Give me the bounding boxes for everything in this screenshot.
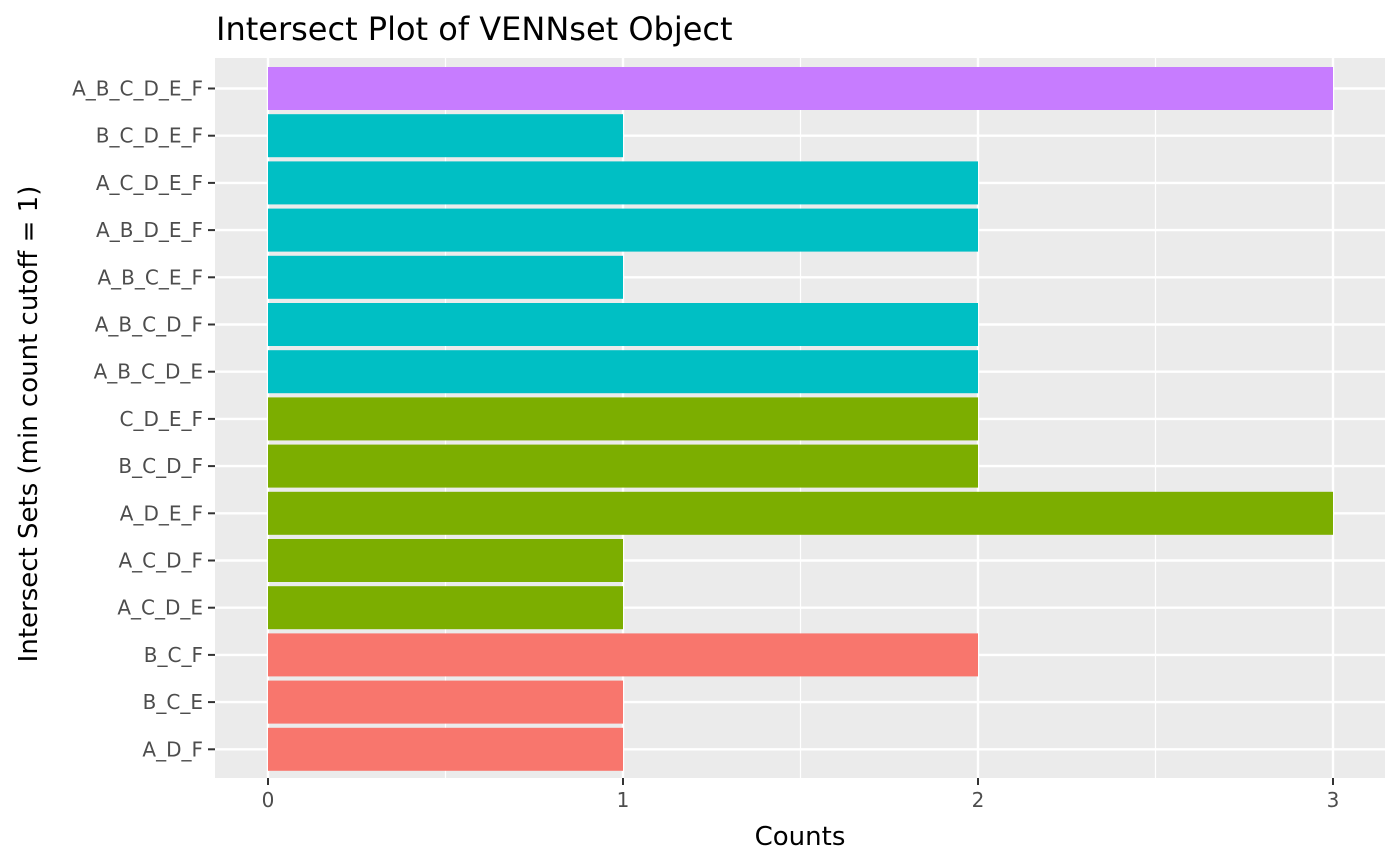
bar-A_B_C_E_F — [268, 255, 623, 299]
x-tick-label: 3 — [1327, 788, 1340, 812]
chart-title: Intersect Plot of VENNset Object — [216, 10, 733, 48]
bar-A_B_C_D_F — [268, 303, 978, 346]
bar-A_C_D_E_F — [268, 161, 978, 205]
y-tick-label: A_B_C_D_E — [94, 360, 203, 384]
y-axis-title: Intersect Sets (min count cutoff = 1) — [14, 186, 44, 663]
y-tick-label: C_D_E_F — [119, 407, 203, 431]
x-tick-label: 0 — [262, 788, 275, 812]
x-tick-label: 2 — [972, 788, 985, 812]
bar-A_B_C_D_E_F — [268, 67, 1333, 110]
y-tick-label: A_B_C_D_E_F — [72, 77, 203, 101]
bar-A_D_F — [268, 727, 623, 771]
bar-B_C_F — [268, 633, 978, 677]
y-tick-label: A_B_D_E_F — [96, 218, 203, 242]
y-tick-label: A_C_D_E_F — [96, 171, 203, 195]
y-tick-label: A_C_D_E — [117, 596, 203, 620]
bar-A_C_D_E — [268, 586, 623, 630]
y-tick-label: B_C_D_E_F — [96, 124, 203, 148]
y-tick-label: B_C_F — [144, 643, 203, 667]
x-axis-title: Counts — [755, 822, 846, 852]
x-tick-label: 1 — [617, 788, 630, 812]
y-tick-label: A_C_D_F — [118, 549, 203, 573]
y-tick-label: A_D_F — [142, 737, 203, 761]
bar-A_B_D_E_F — [268, 208, 978, 252]
x-axis: 0 1 2 3 — [262, 778, 1340, 812]
bar-C_D_E_F — [268, 397, 978, 441]
y-axis: A_B_C_D_E_F B_C_D_E_F A_C_D_E_F A_B_D_E_F A_… — [72, 77, 215, 761]
y-tick-label: A_B_C_E_F — [97, 265, 203, 289]
bar-A_D_E_F — [268, 491, 1333, 535]
bar-B_C_E — [268, 680, 623, 724]
bar-A_B_C_D_E — [268, 350, 978, 394]
y-tick-label: A_D_E_F — [120, 501, 203, 525]
y-tick-label: B_C_D_F — [118, 454, 203, 478]
bar-B_C_D_E_F — [268, 114, 623, 158]
y-tick-label: B_C_E — [143, 690, 203, 714]
y-tick-label: A_B_C_D_F — [95, 313, 203, 337]
bars — [268, 67, 1333, 771]
bar-B_C_D_F — [268, 444, 978, 488]
bar-A_C_D_F — [268, 539, 623, 582]
